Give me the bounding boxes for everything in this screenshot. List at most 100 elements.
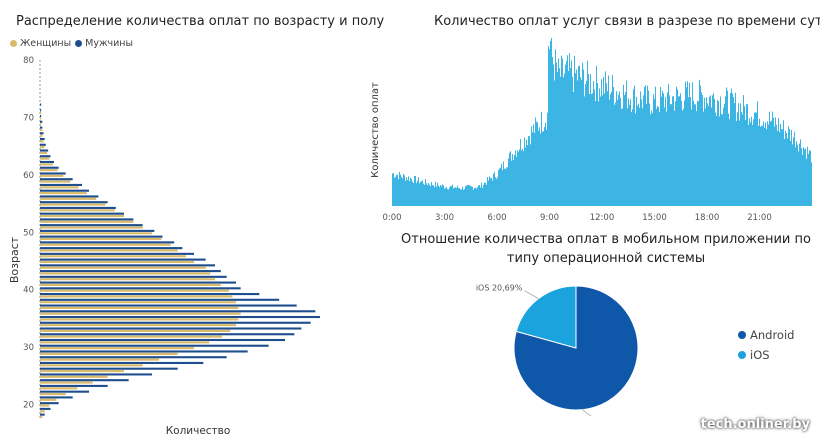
- bar-men-age-29: [40, 350, 248, 353]
- time-bar: [448, 189, 449, 206]
- time-bar: [658, 106, 659, 206]
- bar-men-age-50: [40, 229, 155, 232]
- time-bar: [395, 176, 396, 206]
- time-bar: [777, 130, 778, 206]
- ios-leader-line: [524, 290, 539, 299]
- time-bar: [674, 110, 675, 206]
- time-bar: [546, 129, 547, 206]
- time-bar: [722, 114, 723, 206]
- time-bar: [696, 111, 697, 206]
- time-bar: [681, 100, 682, 206]
- time-y-axis-title: Количество оплат: [370, 82, 381, 178]
- time-bar: [785, 130, 786, 206]
- time-bar: [680, 93, 681, 206]
- time-bar: [781, 129, 782, 206]
- bar-men-age-58: [40, 183, 82, 187]
- time-bar: [676, 86, 677, 206]
- time-bar: [575, 73, 576, 206]
- time-bar: [780, 123, 781, 206]
- time-bar: [404, 175, 405, 206]
- time-bar: [599, 88, 600, 206]
- time-bar: [693, 100, 694, 206]
- time-bar: [416, 183, 417, 206]
- bar-men-age-24: [40, 379, 129, 382]
- bar-women-age-61: [40, 169, 58, 172]
- time-bar: [689, 82, 690, 206]
- time-bar: [632, 109, 633, 206]
- time-bar: [477, 187, 478, 206]
- bar-men-age-30: [40, 344, 269, 347]
- time-bar: [524, 137, 525, 206]
- women-dot-icon: [10, 40, 17, 47]
- age-axis-title: Возраст: [8, 236, 21, 283]
- time-bar: [527, 145, 528, 206]
- bar-men-age-42: [40, 275, 227, 278]
- bar-women-age-58: [40, 186, 79, 189]
- time-bar: [691, 109, 692, 206]
- time-bar: [709, 96, 710, 206]
- ios-dot-icon: [738, 351, 746, 359]
- men-dot-icon: [75, 40, 83, 47]
- time-bar: [757, 101, 758, 206]
- time-bar: [539, 127, 540, 206]
- time-bar: [528, 135, 529, 206]
- time-bar: [743, 95, 744, 206]
- time-bar: [574, 55, 575, 206]
- time-bar: [537, 122, 538, 206]
- time-bar: [582, 62, 583, 206]
- time-bar: [541, 111, 542, 206]
- time-bar: [498, 169, 499, 206]
- os-pie-chart: iOS 20,69%Android 79,31%: [476, 284, 663, 416]
- bar-women-age-47: [40, 249, 178, 252]
- time-bar: [734, 103, 735, 206]
- time-bar: [495, 177, 496, 206]
- time-bar: [737, 112, 738, 206]
- legend-women: Женщины: [10, 38, 71, 49]
- time-bar: [454, 187, 455, 206]
- time-bar: [427, 185, 428, 206]
- time-bar: [583, 69, 584, 206]
- bar-men-age-40: [40, 287, 241, 290]
- time-bar: [612, 74, 613, 206]
- bar-men-age-45: [40, 258, 206, 261]
- time-bar: [422, 180, 423, 206]
- age-gender-chart: Возраст 20 30 40 50 60 70 80 Количество: [8, 56, 320, 437]
- bar-men-age-22: [40, 390, 89, 393]
- time-bar: [432, 185, 433, 206]
- time-of-day-chart: Количество оплат 0:00 3:00 6:00 9:00 12:00 15…: [370, 38, 812, 223]
- time-bar: [530, 144, 531, 206]
- time-bar: [692, 82, 693, 206]
- time-bar: [645, 85, 646, 206]
- bar-women-age-51: [40, 226, 143, 229]
- time-bar: [736, 120, 737, 206]
- time-bar: [525, 147, 526, 206]
- bar-men-age-25: [40, 373, 152, 376]
- bar-men-age-51: [40, 224, 143, 227]
- time-bar: [755, 112, 756, 206]
- bar-women-age-53: [40, 215, 124, 218]
- time-bar: [646, 103, 647, 206]
- bar-men-age-62: [40, 160, 54, 164]
- time-bar: [405, 180, 406, 206]
- time-tick-label: 18:00: [695, 213, 720, 223]
- bar-women-age-42: [40, 278, 215, 281]
- time-bar: [538, 130, 539, 206]
- bar-women-age-56: [40, 197, 96, 200]
- bar-women-age-30: [40, 347, 194, 350]
- time-bar: [517, 150, 518, 206]
- time-bar: [526, 139, 527, 206]
- time-bar: [431, 182, 432, 206]
- time-bar: [492, 180, 493, 206]
- legend-men: Мужчины: [75, 38, 133, 49]
- bar-women-age-62: [40, 163, 53, 166]
- age-tick-label: 40: [23, 286, 34, 296]
- time-bar: [398, 179, 399, 206]
- time-bar: [489, 176, 490, 206]
- time-bar: [592, 93, 593, 206]
- time-bar: [493, 173, 494, 206]
- time-tick-label: 0:00: [382, 213, 401, 223]
- time-bar: [764, 127, 765, 206]
- time-bar: [606, 83, 607, 206]
- time-bar: [579, 65, 580, 206]
- time-bar: [484, 182, 485, 206]
